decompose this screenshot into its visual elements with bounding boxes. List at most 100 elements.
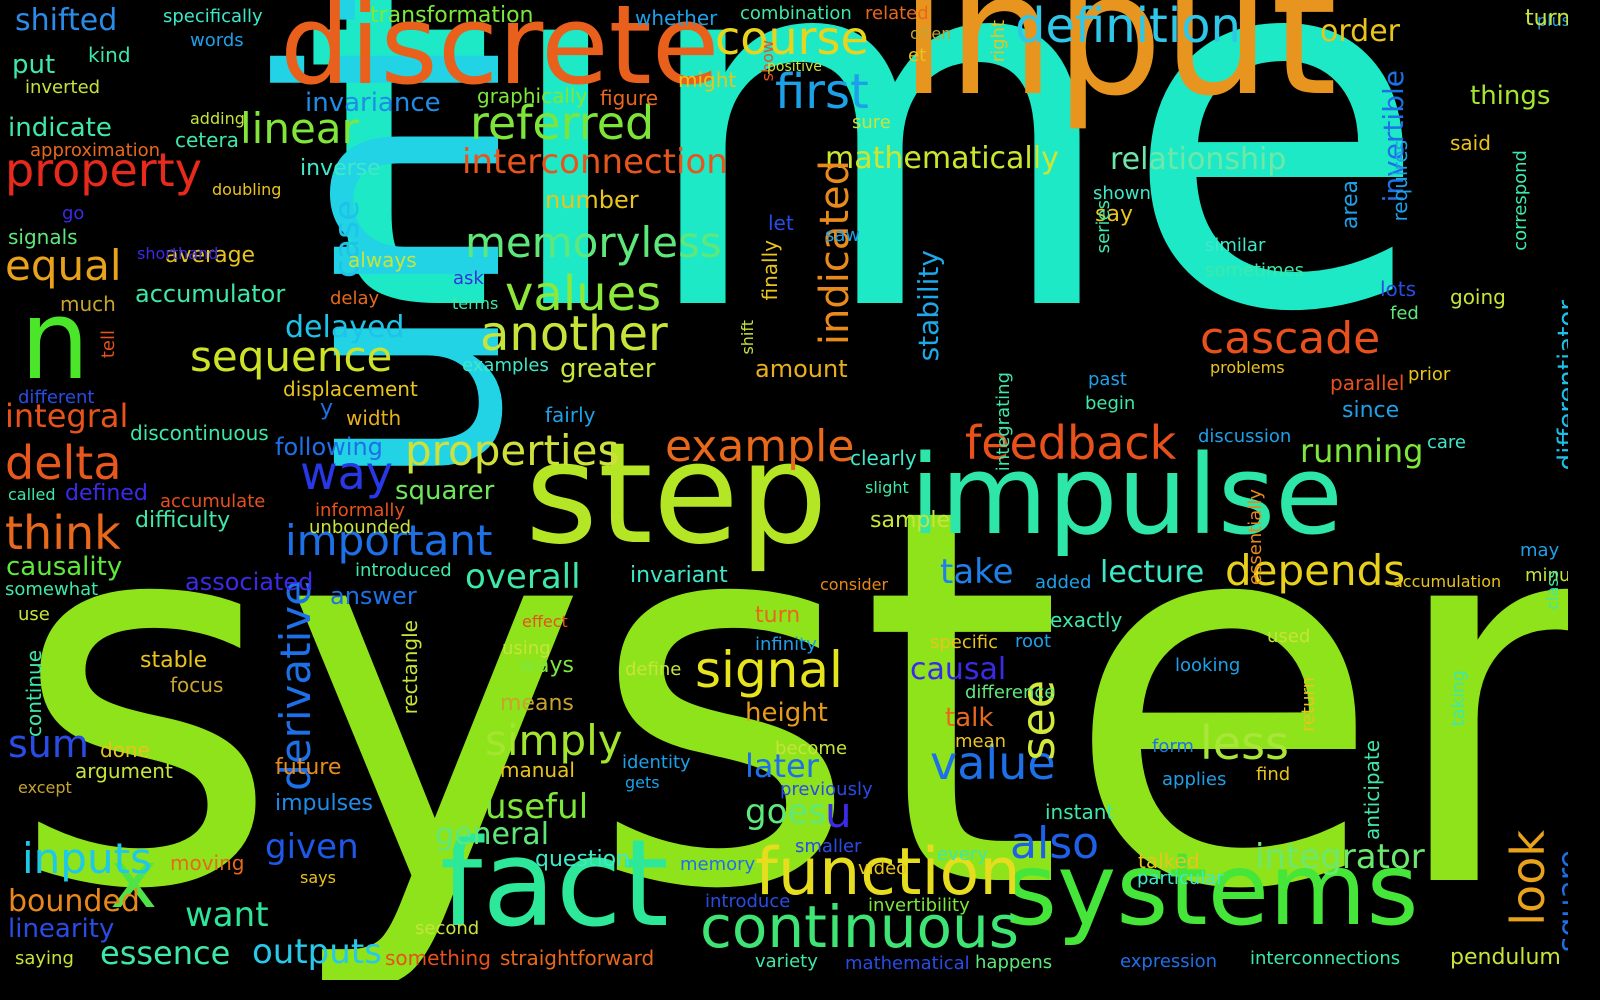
word-may: may — [1520, 540, 1560, 561]
word-talk: talk — [945, 703, 994, 733]
word-example: example — [665, 421, 855, 472]
word-something: something — [385, 946, 491, 970]
word-look: look — [1501, 830, 1555, 926]
word-combination: combination — [740, 3, 852, 24]
word-y: y — [320, 396, 334, 421]
word-interconnections: interconnections — [1250, 948, 1401, 969]
word-variety: variety — [755, 951, 818, 972]
word-invariant: invariant — [630, 563, 728, 588]
word-width: width — [346, 406, 402, 430]
word-outputs: outputs — [252, 932, 382, 972]
word-ask: ask — [453, 268, 484, 289]
word-doubling: doubling — [212, 180, 282, 199]
word-delta: delta — [5, 436, 122, 490]
word-instant: instant — [1045, 800, 1115, 824]
word-effect: effect — [522, 612, 568, 631]
word-interconnection: interconnection — [462, 142, 728, 182]
word-referred: referred — [470, 96, 655, 150]
word-shifted: shifted — [15, 3, 118, 38]
word-n: n — [20, 276, 90, 404]
word-inputs: inputs — [22, 834, 152, 883]
word-number: number — [545, 186, 639, 214]
word-following: following — [275, 433, 383, 461]
word-manual: manual — [500, 758, 575, 782]
word-care: care — [1427, 432, 1467, 453]
word-graphically: graphically — [477, 84, 588, 108]
word-inverse: inverse — [300, 156, 381, 181]
word-go: go — [62, 203, 85, 224]
word-positive: positive — [767, 59, 822, 75]
word-systems: systems — [1005, 831, 1419, 948]
word-finally: finally — [758, 240, 782, 301]
word-gets: gets — [625, 773, 660, 792]
word-stable: stable — [140, 648, 208, 673]
word-whether: whether — [635, 6, 718, 30]
word-infinity: infinity — [755, 634, 817, 655]
word-integrating: integrating — [993, 372, 1014, 472]
word-important: important — [285, 516, 493, 565]
word-turn: turn — [755, 603, 801, 628]
word-linear: linear — [240, 104, 359, 153]
word-unbounded: unbounded — [309, 517, 411, 538]
word-terms: terms — [452, 294, 499, 313]
word-smaller: smaller — [795, 836, 862, 857]
word-use: use — [18, 604, 50, 625]
word-video: video — [858, 858, 908, 879]
word-introduced: introduced — [355, 560, 452, 581]
word-squarer: squarer — [395, 476, 495, 506]
word-happens: happens — [975, 952, 1053, 973]
word-course: course — [715, 11, 869, 65]
word-shift: shift — [738, 320, 757, 355]
word-values: values — [505, 266, 662, 322]
word-sum: sum — [8, 722, 89, 766]
word-indicated: indicated — [812, 160, 858, 346]
word-order: order — [1320, 14, 1400, 49]
word-signals: signals — [8, 225, 78, 249]
word-prior: prior — [1408, 364, 1451, 385]
word-correspond: correspond — [1510, 150, 1531, 251]
word-applies: applies — [1162, 769, 1227, 790]
word-function: function — [755, 835, 1021, 910]
word-depends: depends — [1225, 546, 1406, 595]
word-identity: identity — [622, 752, 691, 773]
word-given: given — [265, 827, 359, 867]
word-find: find — [1256, 764, 1291, 785]
word-cetera: cetera — [175, 128, 239, 152]
word-become: become — [775, 738, 848, 759]
word-right: right — [988, 20, 1009, 63]
word-relationship: relationship — [1110, 142, 1287, 177]
word-delayed: delayed — [285, 310, 405, 345]
word-indicate: indicate — [8, 113, 112, 143]
word-lots: lots — [1380, 277, 1417, 301]
word-pendulum: pendulum — [1450, 945, 1561, 970]
word-requires: requires — [1388, 140, 1412, 222]
word-previously: previously — [780, 779, 873, 800]
word-accumulate: accumulate — [160, 491, 266, 512]
word-approximation: approximation — [30, 140, 161, 161]
word-cascade: cascade — [1200, 313, 1381, 364]
word-argument: argument — [75, 759, 173, 783]
word-want: want — [185, 895, 269, 935]
word-saw: saw — [825, 225, 861, 246]
word-let: let — [768, 211, 794, 235]
word-rectangle: rectangle — [398, 620, 422, 715]
word-discontinuous: discontinuous — [130, 421, 269, 445]
word-words: words — [190, 30, 244, 51]
word-goes: goes — [745, 792, 827, 832]
word-particular: particular — [1137, 868, 1224, 889]
word-focus: focus — [170, 673, 224, 697]
word-later: later — [745, 747, 819, 785]
word-memoryless: memoryless — [465, 218, 722, 267]
word-saying: saying — [15, 948, 74, 969]
word-often: often — [910, 24, 952, 43]
word-feedback: feedback — [965, 416, 1177, 470]
word-says: says — [300, 868, 336, 887]
word-specific: specific — [930, 632, 999, 653]
word-consider: consider — [820, 575, 889, 594]
word-tell: tell — [98, 330, 119, 359]
word-fact: fact — [440, 815, 669, 954]
word-bounded: bounded — [8, 884, 140, 919]
word-anticipate: anticipate — [1360, 740, 1384, 840]
word-different: different — [18, 387, 95, 408]
